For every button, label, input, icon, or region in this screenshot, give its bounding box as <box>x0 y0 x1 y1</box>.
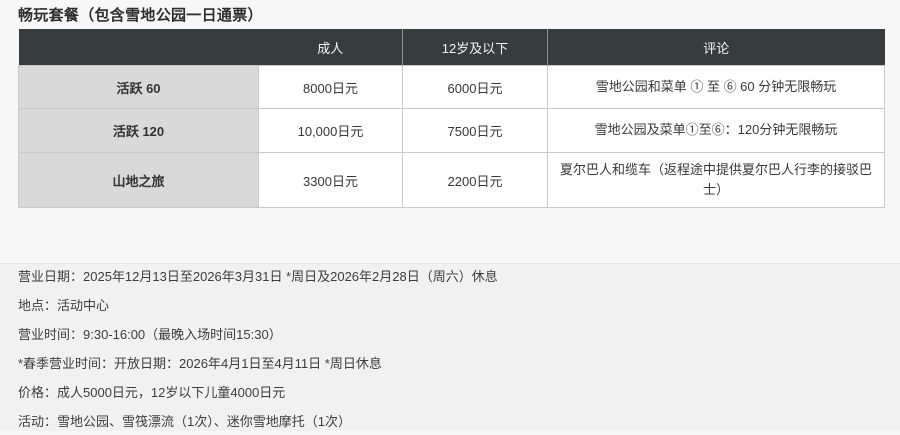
comment-cell: 雪地公园及菜单①至⑥：120分钟无限畅玩 <box>547 108 885 153</box>
header-blank-cell <box>18 29 259 66</box>
table-row: 山地之旅 3300日元 2200日元 夏尔巴人和缆车（返程途中提供夏尔巴人行李的… <box>18 152 885 208</box>
adult-price-cell: 8000日元 <box>258 65 403 109</box>
child-price-cell: 6000日元 <box>402 65 548 109</box>
table-row: 活跃 60 8000日元 6000日元 雪地公园和菜单 ① 至 ⑥ 60 分钟无… <box>18 65 885 109</box>
row-label-mountain-trip: 山地之旅 <box>18 152 259 208</box>
child-price-cell: 2200日元 <box>402 152 548 208</box>
table-header-row: 成人 12岁及以下 评论 <box>18 29 885 66</box>
header-adult: 成人 <box>258 29 403 66</box>
comment-cell: 雪地公园和菜单 ① 至 ⑥ 60 分钟无限畅玩 <box>547 65 885 109</box>
info-line-spring-hours: *春季营业时间：开放日期：2026年4月1日至4月11日 *周日休息 <box>18 356 382 371</box>
info-section: 营业日期：2025年12月13日至2026年3月31日 *周日及2026年2月2… <box>18 261 884 435</box>
package-pricing-table: 成人 12岁及以下 评论 活跃 60 8000日元 6000日元 雪地公园和菜单… <box>18 29 885 208</box>
row-label-active-120: 活跃 120 <box>18 108 259 153</box>
adult-price-cell: 10,000日元 <box>258 108 403 153</box>
info-line-activities: 活动：雪地公园、雪筏漂流（1次）、迷你雪地摩托（1次） <box>18 414 351 429</box>
adult-price-cell: 3300日元 <box>258 152 403 208</box>
page-title: 畅玩套餐（包含雪地公园一日通票） <box>18 7 263 24</box>
info-line-location: 地点：活动中心 <box>18 298 110 313</box>
comment-cell: 夏尔巴人和缆车（返程途中提供夏尔巴人行李的接驳巴士） <box>547 152 885 208</box>
header-child: 12岁及以下 <box>402 29 548 66</box>
table-row: 活跃 120 10,000日元 7500日元 雪地公园及菜单①至⑥：120分钟无… <box>18 108 885 153</box>
header-comment: 评论 <box>547 29 885 66</box>
info-line-business-dates: 营业日期：2025年12月13日至2026年3月31日 *周日及2026年2月2… <box>18 269 498 284</box>
info-line-business-hours: 营业时间：9:30-16:00（最晚入场时间15:30） <box>18 327 282 342</box>
row-label-active-60: 活跃 60 <box>18 65 259 109</box>
info-line-prices: 价格：成人5000日元，12岁以下儿童4000日元 <box>18 385 286 400</box>
lower-section-background <box>0 263 900 431</box>
child-price-cell: 7500日元 <box>402 108 548 153</box>
